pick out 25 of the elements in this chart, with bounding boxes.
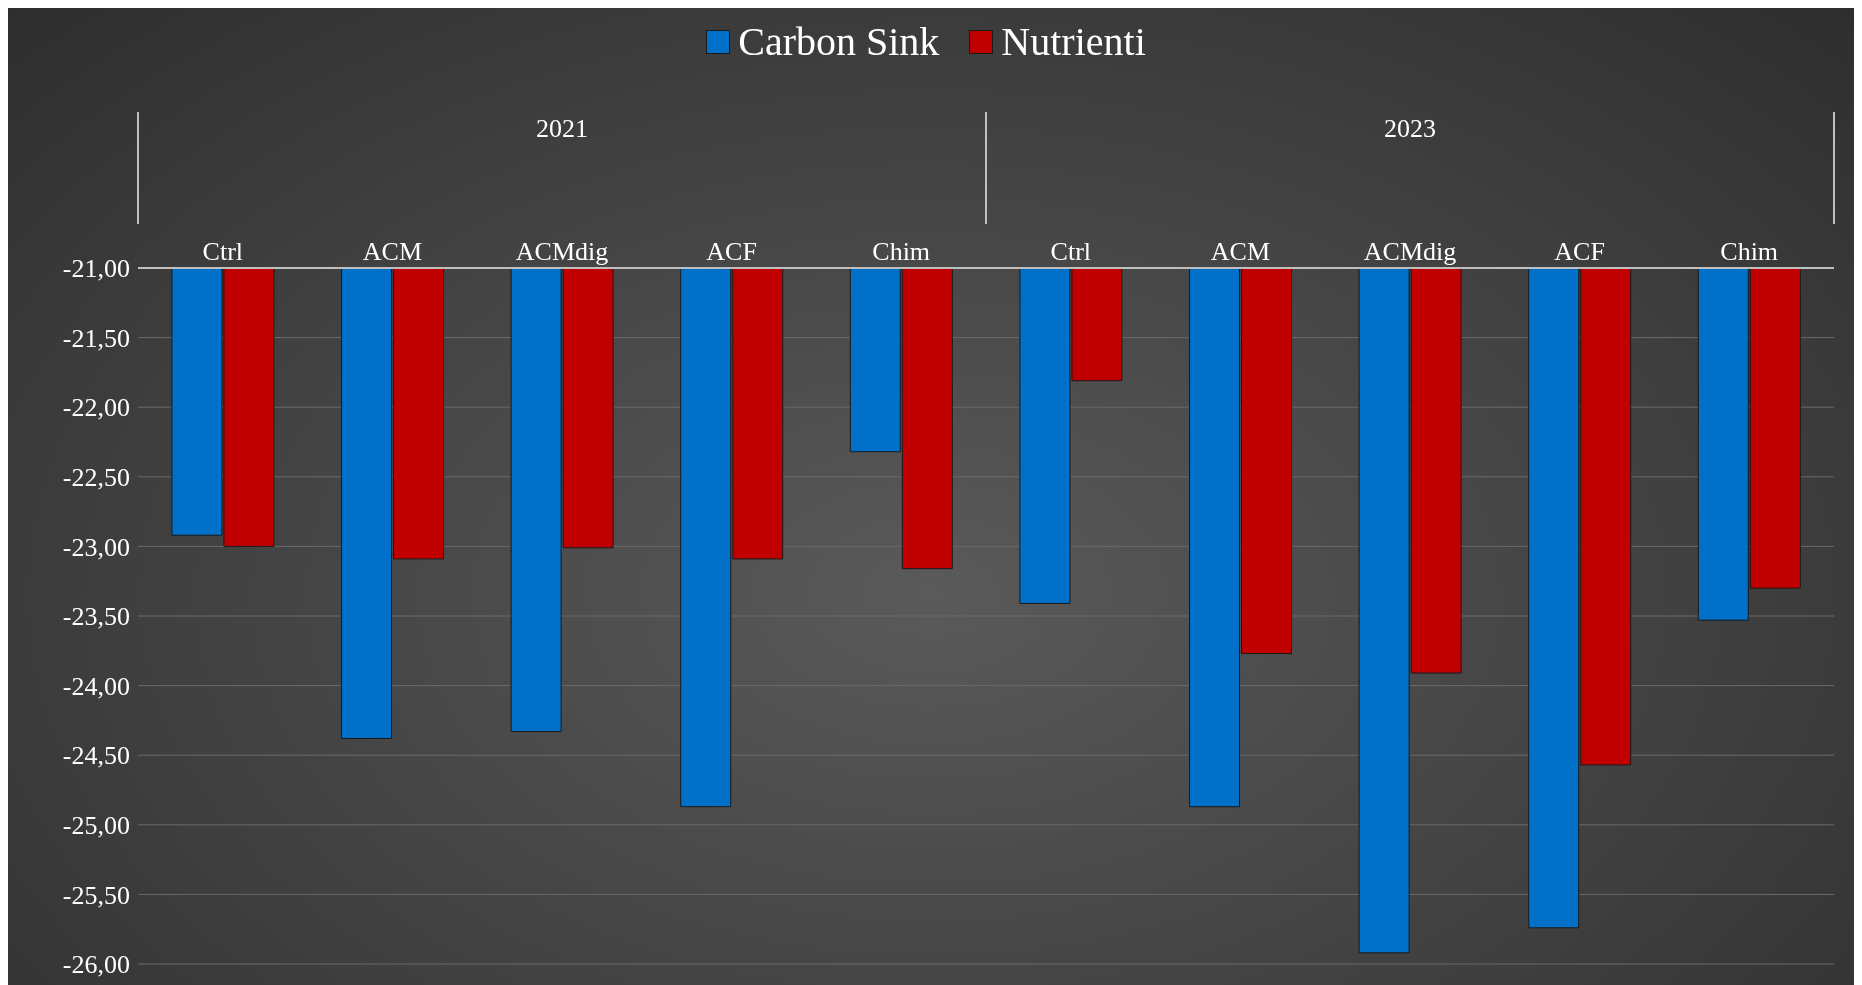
text: 2023 (1383, 114, 1437, 144)
x-tick-label: ACM (1210, 237, 1271, 266)
x-tick-label: ACMdig (1363, 237, 1457, 266)
y-tick-label: -24,00 (62, 671, 130, 701)
x-tick-label: Chim (872, 237, 931, 266)
text: 2021 (535, 114, 589, 144)
x-tick-label: Ctrl (1050, 237, 1092, 266)
y-tick-label: -25,00 (62, 811, 130, 841)
x-tick-label: ACMdig (515, 237, 609, 266)
x-tick-label: Ctrl (202, 237, 244, 266)
y-tick-label: -23,00 (62, 532, 130, 562)
legend-label: Nutrienti (1001, 19, 1146, 64)
y-tick-label: -21,50 (62, 323, 130, 353)
y-tick-label: -23,50 (62, 602, 130, 632)
y-tick-label: -26,00 (62, 950, 130, 980)
y-tick-label: -22,50 (62, 463, 130, 493)
y-tick-label: -22,00 (62, 393, 130, 423)
x-tick-label: ACF (1554, 237, 1605, 266)
y-tick-label: -25,50 (62, 880, 130, 910)
y-tick-label: -21,00 (62, 254, 130, 284)
y-tick-label: -24,50 (62, 741, 130, 771)
x-tick-label: Chim (1720, 237, 1779, 266)
x-tick-label: ACF (706, 237, 757, 266)
legend-label: Carbon Sink (738, 19, 940, 64)
x-tick-label: ACM (362, 237, 423, 266)
